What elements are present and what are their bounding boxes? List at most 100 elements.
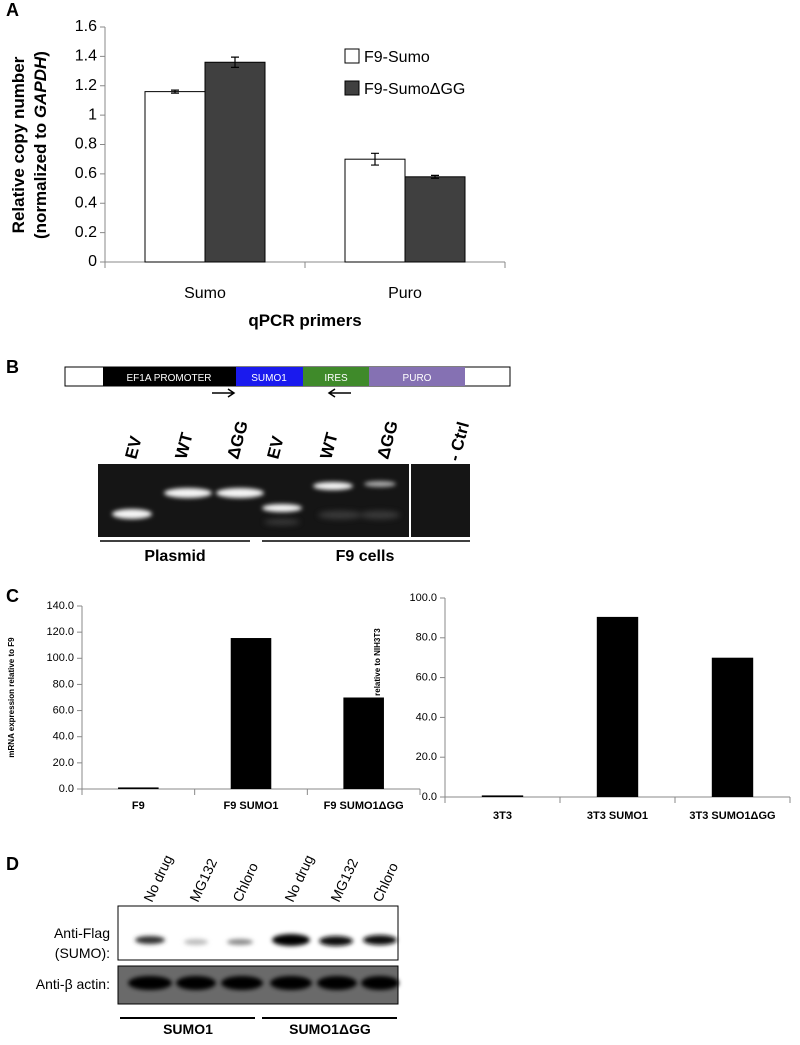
lane-label: WT (172, 430, 197, 461)
bar (144, 91, 206, 263)
blot-band (363, 935, 397, 945)
y-tick-label: 1.2 (75, 77, 97, 94)
row-label: Anti-β actin: (36, 976, 110, 992)
y-axis-label-part: ) (31, 51, 50, 57)
legend-swatch (344, 48, 360, 64)
lane-label: EV (122, 434, 146, 461)
lane-label: No drug (281, 852, 317, 904)
group-label: SUMO1 (163, 1021, 213, 1037)
y-tick-label: 0.8 (75, 136, 97, 153)
gel-lane-labels: EV WT ΔGG EV WT ΔGG - Ctrl (122, 419, 474, 463)
y-tick-label: 80.0 (416, 632, 437, 644)
lane-label: MG132 (186, 856, 220, 905)
blot-band (176, 976, 216, 990)
panel-label: D (6, 854, 19, 874)
group-label: SUMO1ΔGG (289, 1021, 371, 1037)
bar (204, 61, 266, 263)
y-tick-label: 1.6 (75, 18, 97, 35)
error-bar (231, 56, 239, 68)
y-tick-label: 40.0 (53, 731, 74, 743)
lane-label: ΔGG (374, 419, 402, 461)
y-tick-label: 0.0 (422, 791, 437, 803)
y-tick-label: 20.0 (416, 751, 437, 763)
panel-label: A (6, 0, 19, 20)
lane-label: EV (264, 434, 288, 461)
gel-smear (318, 511, 362, 519)
x-tick-label: F9 SUMO1ΔGG (324, 800, 404, 812)
bar (481, 795, 524, 797)
blot-band (270, 976, 312, 990)
lane-label: Chloro (369, 860, 401, 904)
blot-band (272, 934, 310, 946)
y-tick-label: 0.6 (75, 165, 97, 182)
lane-label: ΔGG (224, 419, 252, 461)
blot: SUMO1 SUMO1ΔGG (117, 905, 399, 1037)
bar (711, 657, 754, 797)
y-tick-label: 0.0 (59, 783, 74, 795)
blot-band (317, 976, 357, 990)
x-tick-label: F9 SUMO1 (223, 800, 278, 812)
error-bar (431, 174, 439, 179)
gel-image: Plasmid F9 cells (98, 464, 470, 565)
construct-segment (103, 367, 236, 386)
bar (230, 638, 272, 789)
y-tick-label: 100.0 (46, 652, 74, 664)
legend-label: F9-Sumo (364, 49, 430, 66)
bar (344, 158, 406, 263)
x-axis-label: qPCR primers (248, 311, 361, 330)
y-axis-label: Relative copy number (9, 56, 28, 233)
y-tick-label: 20.0 (53, 757, 74, 769)
y-tick-label: 0 (88, 253, 97, 270)
x-tick-label: 3T3 (493, 810, 512, 822)
bar (404, 176, 466, 263)
y-axis-label-part: (normalized to (31, 118, 50, 239)
bar (118, 787, 159, 789)
group-label: Plasmid (144, 548, 205, 565)
gel (98, 464, 470, 537)
gel-band (112, 509, 152, 519)
blot-band (221, 976, 263, 990)
panel-label: B (6, 357, 19, 377)
lane-label: No drug (140, 852, 176, 904)
y-tick-label: 1 (88, 106, 97, 123)
y-tick-label: 0.2 (75, 224, 97, 241)
row-label: Anti-Flag (54, 925, 110, 941)
gel-smear (360, 511, 400, 519)
legend-swatch (344, 80, 360, 96)
blot-band (135, 936, 165, 944)
gel-band (313, 482, 353, 490)
blot-band (184, 939, 208, 945)
segment-label: EF1A PROMOTER (126, 373, 211, 384)
construct-segment (303, 367, 369, 386)
gel-band (164, 488, 212, 498)
y-tick-label: 140.0 (46, 600, 74, 612)
western-lane-labels: No drug MG132 Chloro No drug MG132 Chlor… (140, 852, 401, 904)
y-axis-label: mRNA expression relative to NIH3T3 (373, 628, 382, 767)
segment-label: PURO (403, 373, 432, 384)
y-tick-label: 1.4 (75, 48, 97, 65)
lane-label: Chloro (229, 860, 261, 904)
gel-band (364, 481, 396, 487)
gel-divider (409, 464, 411, 537)
blot-band (361, 976, 399, 990)
y-tick-label: 0.4 (75, 194, 97, 211)
y-axis-label: (normalized to GAPDH) (31, 51, 50, 239)
bar (596, 616, 639, 797)
x-tick-label: Puro (388, 285, 422, 302)
blot-frame (117, 905, 399, 961)
x-tick-label: F9 (132, 800, 145, 812)
blot-band (227, 939, 253, 945)
gel-smear (264, 519, 300, 525)
bar (343, 697, 384, 789)
y-tick-label: 100.0 (409, 592, 437, 604)
segment-label: IRES (324, 373, 348, 384)
lane-label: MG132 (327, 856, 361, 905)
y-tick-label: 120.0 (46, 626, 74, 638)
segment-label: SUMO1 (251, 373, 287, 384)
y-axis-label: mRNA expression relative to F9 (7, 637, 16, 758)
construct-segment (236, 367, 303, 386)
row-label: (SUMO): (55, 945, 110, 961)
gel-band (216, 488, 264, 498)
construct: EF1A PROMOTER SUMO1 IRES PURO (64, 366, 511, 398)
